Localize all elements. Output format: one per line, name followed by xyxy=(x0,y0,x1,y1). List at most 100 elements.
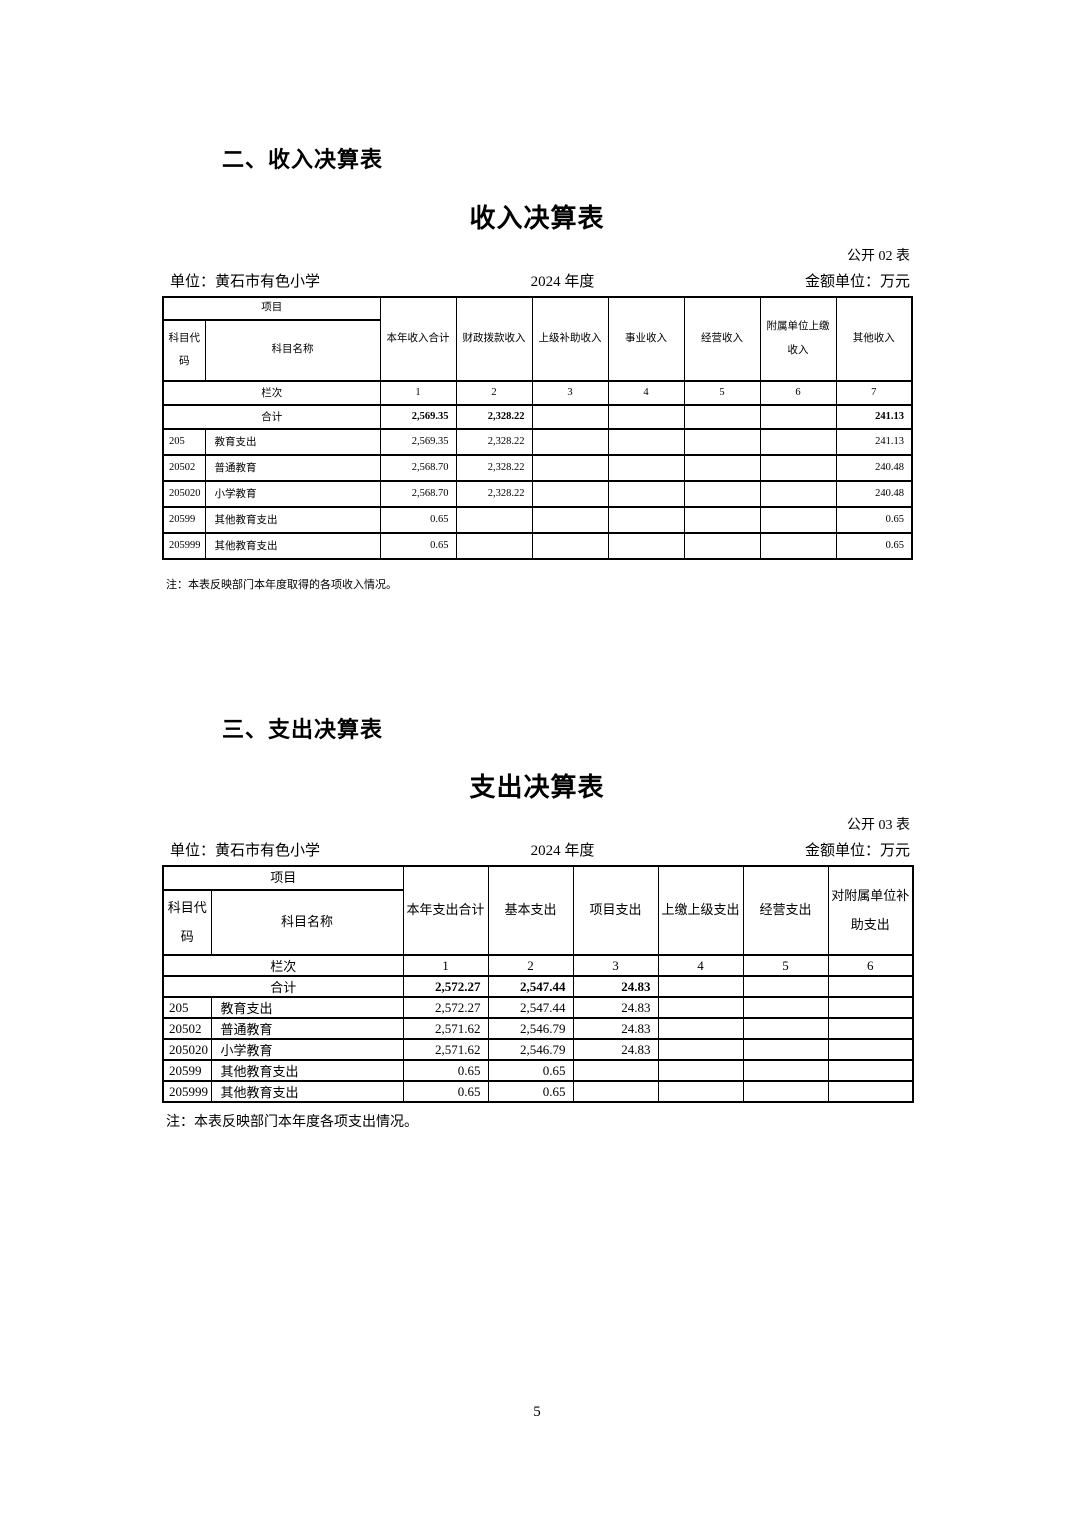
cell-value xyxy=(657,1059,744,1082)
cell-value xyxy=(683,531,761,560)
column-index: 5 xyxy=(742,954,829,977)
cell-value xyxy=(607,427,685,456)
subject-name: 教育支出 xyxy=(204,427,381,456)
table-row: 20599 其他教育支出 0.65 0.65 xyxy=(162,505,913,534)
subject-name: 其他教育支出 xyxy=(210,1080,404,1103)
cell-value xyxy=(759,505,837,534)
subject-name: 普通教育 xyxy=(204,453,381,482)
cell-value xyxy=(683,427,761,456)
total-row: 合计 2,572.27 2,547.44 24.83 xyxy=(162,975,914,998)
subject-code: 205 xyxy=(162,996,212,1019)
column-index: 2 xyxy=(487,954,574,977)
cell-value: 2,328.22 xyxy=(455,453,533,482)
column-index: 2 xyxy=(455,379,533,406)
income-info-row: 单位：黄石市有色小学 2024 年度 金额单位：万元 xyxy=(162,270,912,291)
column-header: 事业收入 xyxy=(607,295,685,382)
cell-value: 2,568.70 xyxy=(379,453,457,482)
subject-code: 205999 xyxy=(162,1080,212,1103)
cell-value: 2,569.35 xyxy=(379,427,457,456)
cell-value: 2,546.79 xyxy=(487,1017,574,1040)
header-row-subject: 科目代码 科目名称 xyxy=(162,318,912,382)
page-content: 二、收入决算表 收入决算表 公开 02 表 单位：黄石市有色小学 2024 年度… xyxy=(162,0,915,1131)
cell-value: 2,328.22 xyxy=(455,479,533,508)
column-index: 6 xyxy=(827,954,914,977)
subject-code: 205020 xyxy=(162,1038,212,1061)
column-header: 本年收入合计 xyxy=(379,295,457,382)
subject-code: 205 xyxy=(162,427,206,456)
cell-value: 24.83 xyxy=(572,1038,659,1061)
cell-value xyxy=(683,505,761,534)
expense-section-heading: 三、支出决算表 xyxy=(222,716,384,742)
cell-value: 0.65 xyxy=(402,1059,489,1082)
cell-value: 0.65 xyxy=(487,1080,574,1103)
column-index: 3 xyxy=(572,954,659,977)
column-header: 财政拨款收入 xyxy=(455,295,533,382)
subject-name: 其他教育支出 xyxy=(210,1059,404,1082)
cell-value xyxy=(657,1038,744,1061)
header-row-subject: 科目代码 科目名称 xyxy=(162,889,913,956)
cell-value xyxy=(657,996,744,1019)
cell-value: 240.48 xyxy=(835,453,913,482)
total-value: 24.83 xyxy=(572,975,659,998)
subject-name: 其他教育支出 xyxy=(204,531,381,560)
cell-value: 2,571.62 xyxy=(402,1038,489,1061)
column-header: 基本支出 xyxy=(487,865,574,956)
code-header: 科目代码 xyxy=(162,889,212,956)
total-value xyxy=(607,403,685,430)
table-row: 205999 其他教育支出 0.65 0.65 xyxy=(162,531,913,560)
income-amount-unit-label: 金额单位：万元 xyxy=(804,273,910,290)
cell-value xyxy=(827,1059,914,1082)
expense-info-row: 单位：黄石市有色小学 2024 年度 金额单位：万元 xyxy=(162,839,912,860)
column-index: 1 xyxy=(402,954,489,977)
table-row: 20502 普通教育 2,568.70 2,328.22 240.48 xyxy=(162,453,913,482)
column-header: 上缴上级支出 xyxy=(657,865,744,956)
cell-value xyxy=(607,479,685,508)
income-year-label: 2024 年度 xyxy=(530,273,595,290)
cell-value: 0.65 xyxy=(379,531,457,560)
cell-value xyxy=(827,1017,914,1040)
cell-value xyxy=(742,1080,829,1103)
total-value xyxy=(759,403,837,430)
cell-value: 0.65 xyxy=(487,1059,574,1082)
cell-value xyxy=(759,479,837,508)
income-section: 二、收入决算表 收入决算表 公开 02 表 单位：黄石市有色小学 2024 年度… xyxy=(162,0,913,592)
total-value xyxy=(683,403,761,430)
total-value xyxy=(657,975,744,998)
column-header: 项目支出 xyxy=(572,865,659,956)
table-row: 20599 其他教育支出 0.65 0.65 xyxy=(162,1059,914,1082)
name-header: 科目名称 xyxy=(210,889,404,956)
total-row: 合计 2,569.35 2,328.22 241.13 xyxy=(162,403,913,430)
table-row: 205020 小学教育 2,571.62 2,546.79 24.83 xyxy=(162,1038,914,1061)
column-index-row: 栏次 1 2 3 4 5 6 7 xyxy=(162,379,913,406)
column-header: 其他收入 xyxy=(835,295,913,382)
cell-value xyxy=(531,505,609,534)
cell-value: 2,568.70 xyxy=(379,479,457,508)
cell-value: 0.65 xyxy=(835,531,913,560)
cell-value xyxy=(827,1080,914,1103)
cell-value: 2,572.27 xyxy=(402,996,489,1019)
total-value xyxy=(827,975,914,998)
subject-code: 20599 xyxy=(162,505,206,534)
cell-value: 2,546.79 xyxy=(487,1038,574,1061)
header-row-project: 项目 本年收入合计 财政拨款收入 上级补助收入 事业收入 经营收入 附属单位上缴… xyxy=(162,295,913,382)
cell-value xyxy=(531,427,609,456)
expense-table-tag: 公开 03 表 xyxy=(847,818,910,833)
income-table-title: 收入决算表 xyxy=(469,202,605,233)
cell-value xyxy=(455,531,533,560)
column-header: 本年支出合计 xyxy=(402,865,489,956)
table-row: 205020 小学教育 2,568.70 2,328.22 240.48 xyxy=(162,479,913,508)
column-index: 4 xyxy=(657,954,744,977)
cell-value xyxy=(607,453,685,482)
cell-value xyxy=(572,1080,659,1103)
total-value: 2,328.22 xyxy=(455,403,533,430)
cell-value xyxy=(531,531,609,560)
income-unit-label: 单位：黄石市有色小学 xyxy=(170,273,321,290)
column-index: 1 xyxy=(379,379,457,406)
cell-value xyxy=(657,1080,744,1103)
column-header: 经营收入 xyxy=(683,295,761,382)
cell-value xyxy=(742,996,829,1019)
table-row: 20502 普通教育 2,571.62 2,546.79 24.83 xyxy=(162,1017,914,1040)
subject-name: 其他教育支出 xyxy=(204,505,381,534)
cell-value xyxy=(742,1059,829,1082)
total-value xyxy=(531,403,609,430)
